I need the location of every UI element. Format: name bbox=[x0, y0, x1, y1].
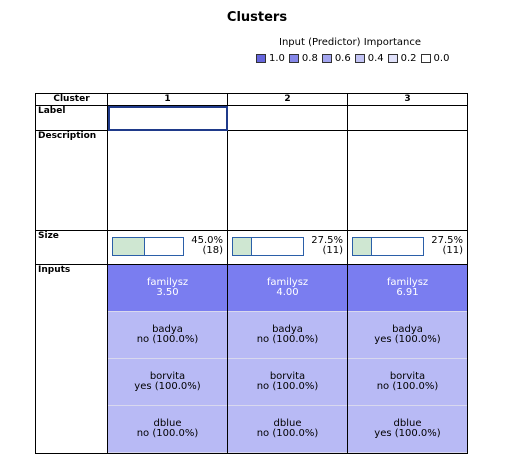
importance-legend: 1.0 0.8 0.6 0.4 0.2 0.0 bbox=[256, 53, 453, 64]
feature-cell-borvita[interactable]: borvita no (100.0%) bbox=[348, 359, 467, 406]
feature-value: no (100.0%) bbox=[136, 428, 199, 439]
feature-cell-badya[interactable]: badya no (100.0%) bbox=[108, 312, 227, 359]
feature-cell-borvita[interactable]: borvita no (100.0%) bbox=[228, 359, 347, 406]
cluster-size-count: (11) bbox=[442, 245, 463, 256]
cluster-size-bar bbox=[112, 237, 184, 256]
legend-swatch bbox=[321, 54, 332, 63]
legend-item-1-0: 1.0 bbox=[256, 53, 285, 64]
legend-label: 0.6 bbox=[334, 53, 351, 64]
feature-name: badya bbox=[392, 324, 423, 335]
inputs-row: Inputs familysz 3.50 badya no (100.0%) b… bbox=[35, 264, 468, 454]
feature-value: no (100.0%) bbox=[376, 381, 439, 392]
cluster-size-bar bbox=[232, 237, 304, 256]
legend-item-0-2: 0.2 bbox=[387, 53, 417, 64]
feature-value: 4.00 bbox=[276, 287, 299, 298]
cluster-header: Cluster bbox=[35, 93, 108, 106]
feature-cell-dblue[interactable]: dblue no (100.0%) bbox=[108, 406, 227, 453]
feature-value: no (100.0%) bbox=[256, 381, 319, 392]
cluster-size-percent: 27.5% bbox=[431, 235, 463, 246]
cluster-size-text: 45.0% (18) bbox=[191, 236, 223, 256]
cluster-2-inputs: familysz 4.00 badya no (100.0%) borvita … bbox=[227, 264, 348, 454]
feature-value: no (100.0%) bbox=[256, 428, 319, 439]
legend-label: 0.4 bbox=[367, 53, 384, 64]
feature-value: 6.91 bbox=[396, 287, 419, 298]
feature-name: badya bbox=[272, 324, 303, 335]
description-row-header: Description bbox=[35, 130, 108, 231]
legend-label: 0.8 bbox=[301, 53, 318, 64]
cluster-size-bar bbox=[352, 237, 424, 256]
label-row: Label bbox=[35, 105, 468, 131]
cluster-size-percent: 27.5% bbox=[311, 235, 343, 246]
feature-value: no (100.0%) bbox=[136, 334, 199, 345]
feature-name: dblue bbox=[153, 418, 182, 429]
feature-name: dblue bbox=[273, 418, 302, 429]
size-row: Size 45.0% (18) 27.5% (11) bbox=[35, 230, 468, 265]
feature-cell-badya[interactable]: badya yes (100.0%) bbox=[348, 312, 467, 359]
feature-value: yes (100.0%) bbox=[374, 334, 441, 345]
header-row: Cluster 1 2 3 bbox=[35, 93, 468, 106]
cluster-1-label-cell[interactable] bbox=[107, 105, 228, 131]
feature-name: borvita bbox=[269, 371, 306, 382]
feature-value: yes (100.0%) bbox=[134, 381, 201, 392]
feature-cell-borvita[interactable]: borvita yes (100.0%) bbox=[108, 359, 227, 406]
cluster-2-label-cell[interactable] bbox=[227, 105, 348, 131]
cluster-size-fill bbox=[233, 238, 253, 255]
feature-cell-familysz[interactable]: familysz 6.91 bbox=[348, 265, 467, 312]
cluster-size-count: (18) bbox=[202, 245, 223, 256]
feature-cell-dblue[interactable]: dblue no (100.0%) bbox=[228, 406, 347, 453]
legend-swatch bbox=[288, 54, 299, 63]
cluster-size-fill bbox=[353, 238, 373, 255]
feature-name: borvita bbox=[149, 371, 186, 382]
inputs-row-header: Inputs bbox=[35, 264, 108, 454]
size-row-header: Size bbox=[35, 230, 108, 265]
feature-cell-badya[interactable]: badya no (100.0%) bbox=[228, 312, 347, 359]
legend-swatch bbox=[387, 54, 398, 63]
feature-name: badya bbox=[152, 324, 183, 335]
importance-legend-title: Input (Predictor) Importance bbox=[279, 37, 422, 48]
legend-swatch bbox=[354, 54, 365, 63]
feature-cell-dblue[interactable]: dblue yes (100.0%) bbox=[348, 406, 467, 453]
cluster-2-description-cell[interactable] bbox=[227, 130, 348, 231]
cluster-size-percent: 45.0% bbox=[191, 235, 223, 246]
cluster-1-header[interactable]: 1 bbox=[107, 93, 228, 106]
cluster-3-header[interactable]: 3 bbox=[347, 93, 468, 106]
description-row: Description bbox=[35, 130, 468, 231]
legend-label: 0.2 bbox=[400, 53, 417, 64]
legend-label: 0.0 bbox=[433, 53, 450, 64]
legend-swatch bbox=[420, 54, 431, 63]
feature-value: no (100.0%) bbox=[256, 334, 319, 345]
cluster-size-fill bbox=[113, 238, 145, 255]
cluster-1-size-cell: 45.0% (18) bbox=[107, 230, 228, 265]
feature-name: familysz bbox=[146, 277, 189, 288]
chart-title: Clusters bbox=[226, 10, 288, 25]
feature-name: dblue bbox=[393, 418, 422, 429]
feature-name: borvita bbox=[389, 371, 426, 382]
cluster-1-description-cell[interactable] bbox=[107, 130, 228, 231]
cluster-3-inputs: familysz 6.91 badya yes (100.0%) borvita… bbox=[347, 264, 468, 454]
cluster-2-header[interactable]: 2 bbox=[227, 93, 348, 106]
feature-name: familysz bbox=[266, 277, 309, 288]
cluster-size-count: (11) bbox=[322, 245, 343, 256]
feature-name: familysz bbox=[386, 277, 429, 288]
cluster-3-size-cell: 27.5% (11) bbox=[347, 230, 468, 265]
legend-label: 1.0 bbox=[269, 53, 285, 64]
feature-cell-familysz[interactable]: familysz 3.50 bbox=[108, 265, 227, 312]
cluster-size-text: 27.5% (11) bbox=[431, 236, 463, 256]
feature-cell-familysz[interactable]: familysz 4.00 bbox=[228, 265, 347, 312]
legend-item-0-0: 0.0 bbox=[420, 53, 450, 64]
feature-value: yes (100.0%) bbox=[374, 428, 441, 439]
legend-swatch bbox=[256, 54, 266, 63]
cluster-3-description-cell[interactable] bbox=[347, 130, 468, 231]
legend-item-0-4: 0.4 bbox=[354, 53, 384, 64]
cluster-3-label-cell[interactable] bbox=[347, 105, 468, 131]
cluster-size-text: 27.5% (11) bbox=[311, 236, 343, 256]
label-row-header: Label bbox=[35, 105, 108, 131]
cluster-1-inputs: familysz 3.50 badya no (100.0%) borvita … bbox=[107, 264, 228, 454]
legend-item-0-6: 0.6 bbox=[321, 53, 351, 64]
legend-item-0-8: 0.8 bbox=[288, 53, 318, 64]
clusters-table: Cluster 1 2 3 Label Description Size 45.… bbox=[35, 93, 468, 454]
cluster-2-size-cell: 27.5% (11) bbox=[227, 230, 348, 265]
feature-value: 3.50 bbox=[156, 287, 179, 298]
